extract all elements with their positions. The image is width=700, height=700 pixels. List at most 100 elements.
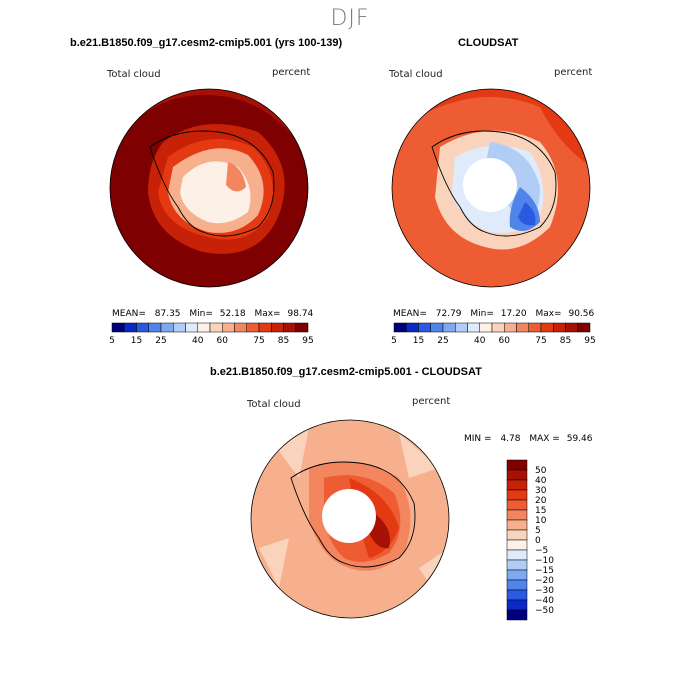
diff-colorbar-tick-label: 40 [535, 476, 547, 486]
diff-stats: MIN = 4.78 MAX = 59.46 [464, 434, 593, 444]
diff-coastline [290, 461, 416, 568]
model-colorbar-swatch [173, 322, 186, 333]
obs-min-label: Min= [470, 309, 494, 319]
diff-colorbar-swatch [506, 489, 528, 501]
diff-colorbar-tick-label: 20 [535, 496, 547, 506]
obs-colorbar-swatch [504, 322, 517, 333]
model-colorbar-tick-label: 60 [217, 336, 229, 346]
obs-missing-data-hole [463, 158, 517, 212]
obs-colorbar-swatch [528, 322, 542, 333]
model-colorbar-tick-label: 5 [109, 336, 115, 346]
model-colorbar-swatch [111, 322, 125, 333]
diff-colorbar-tick-label: −20 [535, 576, 554, 586]
model-colorbar-tick-label: 95 [302, 336, 313, 346]
obs-colorbar-tick-label: 95 [584, 336, 595, 346]
model-colorbar-swatch [271, 322, 284, 333]
model-colorbar-swatch [295, 322, 309, 333]
model-units-label: percent [272, 67, 311, 78]
diff-colorbar-tick-label: 50 [535, 466, 547, 476]
diff-colorbar-tick-label: −40 [535, 596, 554, 606]
model-colorbar-swatch [283, 322, 296, 333]
obs-colorbar-tick-label: 85 [560, 336, 571, 346]
diff-colorbar-swatch [506, 469, 528, 481]
model-colorbar-swatch [124, 322, 137, 333]
model-variable-label: Total cloud [107, 69, 161, 80]
diff-colorbar-tick-label: −30 [535, 586, 554, 596]
diff-colorbar-tick-label: 5 [535, 526, 541, 536]
model-colorbar-swatch [185, 322, 198, 333]
obs-colorbar-swatch [430, 322, 444, 333]
obs-colorbar-swatch [516, 322, 529, 333]
diff-colorbar-tick-label: −10 [535, 556, 554, 566]
model-mean-label: MEAN= [112, 309, 146, 319]
diff-colorbar-swatch [506, 559, 528, 571]
obs-coastline [431, 130, 557, 237]
obs-panel-title: CLOUDSAT [458, 37, 519, 49]
model-colorbar-swatch [160, 322, 174, 333]
obs-colorbar-swatch [467, 322, 480, 333]
diff-map-border [250, 419, 450, 619]
diff-variable-label: Total cloud [247, 399, 301, 410]
model-colorbar: 5 15 25 40 60 75 85 95 [109, 322, 314, 346]
obs-colorbar-swatch [418, 322, 431, 333]
model-colorbar-swatch [209, 322, 223, 333]
diff-colorbar-swatch [506, 459, 528, 471]
model-map-border [109, 88, 309, 288]
obs-colorbar-swatch [565, 322, 578, 333]
diff-colorbar-swatch [506, 539, 528, 551]
diff-colorbar-tick-label: −5 [535, 546, 548, 556]
obs-min-value: 17.20 [500, 309, 527, 319]
obs-colorbar-swatch [479, 322, 493, 333]
diff-units-label: percent [412, 396, 451, 407]
diff-colorbar-tick-label: −15 [535, 566, 554, 576]
diff-colorbar-swatch [506, 579, 528, 591]
obs-colorbar-swatch [406, 322, 419, 333]
obs-units-label: percent [554, 67, 593, 78]
model-stats: MEAN= 87.35 Min= 52.18 Max= 98.74 [112, 309, 313, 319]
obs-colorbar-tick-label: 60 [499, 336, 511, 346]
obs-colorbar-tick-label: 40 [474, 336, 486, 346]
obs-mean-label: MEAN= [393, 309, 427, 319]
model-colorbar-tick-label: 25 [155, 336, 166, 346]
diff-max-value: 59.46 [566, 434, 593, 444]
obs-stats: MEAN= 72.79 Min= 17.20 Max= 90.56 [393, 309, 594, 319]
model-max-value: 98.74 [287, 309, 314, 319]
model-mean-value: 87.35 [154, 309, 181, 319]
obs-colorbar-tick-label: 75 [535, 336, 546, 346]
model-colorbar-swatch [234, 322, 247, 333]
obs-map [391, 88, 591, 288]
obs-max-value: 90.56 [568, 309, 595, 319]
model-map [109, 88, 309, 288]
model-coastline [149, 130, 275, 237]
model-colorbar-tick-label: 40 [192, 336, 204, 346]
diff-panel-title: b.e21.B1850.f09_g17.cesm2-cmip5.001 - CL… [210, 366, 482, 378]
obs-colorbar-swatch [491, 322, 505, 333]
obs-contour-85 [392, 89, 590, 167]
diff-colorbar-swatch [506, 499, 528, 511]
model-min-label: Min= [189, 309, 213, 319]
obs-mean-value: 72.79 [435, 309, 462, 319]
model-colorbar-swatch [136, 322, 149, 333]
model-panel-title: b.e21.B1850.f09_g17.cesm2-cmip5.001 (yrs… [70, 37, 343, 49]
obs-colorbar-swatch [393, 322, 407, 333]
model-colorbar-swatch [222, 322, 235, 333]
diff-max-label: MAX = [529, 434, 560, 444]
obs-colorbar-tick-label: 15 [413, 336, 424, 346]
obs-map-border [391, 88, 591, 288]
diff-colorbar-tick-label: −50 [535, 606, 554, 616]
diff-colorbar-tick-label: 30 [535, 486, 547, 496]
obs-colorbar-swatch [553, 322, 566, 333]
obs-colorbar-swatch [442, 322, 456, 333]
model-colorbar-swatch [258, 322, 272, 333]
obs-colorbar-tick-label: 5 [391, 336, 397, 346]
model-contour-ridge [226, 162, 246, 192]
diff-colorbar-swatch [506, 549, 528, 561]
diff-colorbar-swatch [506, 589, 528, 601]
model-colorbar-swatch [148, 322, 162, 333]
model-colorbar-tick-label: 15 [131, 336, 142, 346]
obs-colorbar-swatch [455, 322, 468, 333]
diff-colorbar-tick-label: 15 [535, 506, 546, 516]
obs-colorbar-swatch [540, 322, 554, 333]
diff-colorbar-swatch [506, 519, 528, 531]
